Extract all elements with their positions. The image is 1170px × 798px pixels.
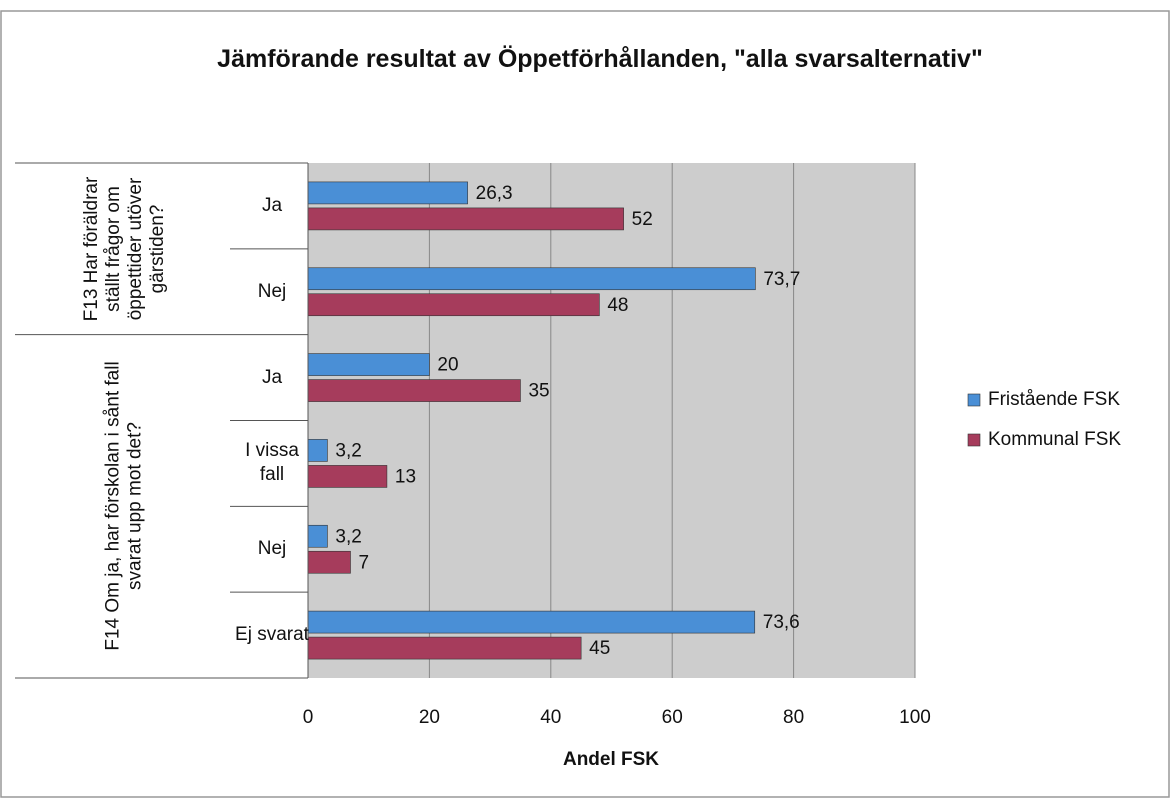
group-label: F14 Om ja, har förskolan i sånt fall sva… — [103, 361, 147, 652]
x-tick-label: 60 — [662, 707, 683, 728]
group-label: F13 Har föräldrar ställt frågor om öppet… — [80, 176, 168, 322]
bar — [307, 379, 521, 402]
legend-swatch — [967, 393, 981, 407]
value-label: 35 — [528, 381, 549, 402]
bar — [307, 267, 756, 291]
value-label: 48 — [607, 295, 628, 316]
value-label: 3,2 — [335, 526, 361, 547]
value-label: 3,2 — [335, 440, 361, 461]
y-tick-label: Nej — [257, 280, 287, 302]
y-tick-label: Ja — [261, 194, 283, 216]
bar — [307, 610, 756, 634]
value-label: 73,7 — [763, 269, 800, 290]
value-label: 7 — [358, 552, 369, 573]
x-tick-label: 100 — [899, 707, 931, 728]
x-tick-label: 20 — [419, 707, 440, 728]
value-label: 73,6 — [763, 612, 800, 633]
bar — [307, 207, 624, 231]
value-label: 26,3 — [476, 183, 513, 204]
bar — [307, 293, 600, 317]
value-label: 13 — [395, 466, 416, 487]
legend-swatch — [967, 433, 981, 447]
plot-background — [308, 163, 915, 678]
legend-label: Kommunal FSK — [988, 429, 1121, 450]
bar — [307, 550, 351, 574]
value-label: 45 — [589, 638, 610, 659]
x-tick-label: 0 — [303, 707, 314, 728]
bar — [307, 181, 468, 205]
bar — [307, 353, 430, 376]
chart-title: Jämförande resultat av Öppetförhållanden… — [217, 45, 983, 73]
value-label: 20 — [437, 355, 458, 376]
x-axis-label: Andel FSK — [563, 749, 659, 770]
value-label: 52 — [632, 209, 653, 230]
y-tick-label: Ja — [261, 366, 283, 388]
x-tick-label: 80 — [783, 707, 804, 728]
legend-label: Fristående FSK — [988, 389, 1120, 410]
bar — [307, 465, 388, 488]
y-tick-label: Nej — [257, 538, 287, 560]
x-tick-label: 40 — [540, 707, 561, 728]
y-tick-label: Ej svarat — [235, 624, 309, 646]
bar — [307, 636, 582, 660]
y-tick-label: I vissa fall — [245, 440, 299, 486]
